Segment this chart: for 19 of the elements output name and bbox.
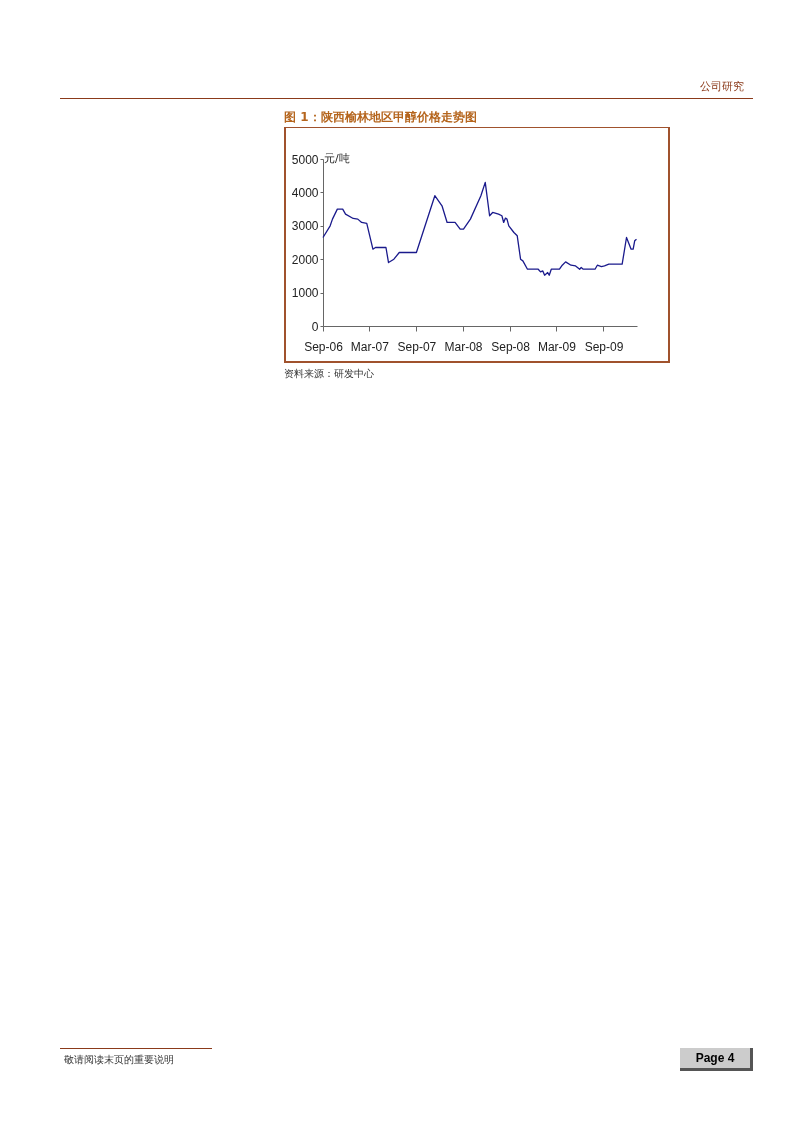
x-tick-label: Mar-09 xyxy=(537,339,577,354)
x-tick-label: Sep-09 xyxy=(584,339,624,354)
y-tick-label: 4000 xyxy=(291,185,319,200)
y-tick-label: 2000 xyxy=(291,252,319,267)
text: 资料来源：研发中心 xyxy=(284,367,374,381)
line-series xyxy=(322,181,638,276)
y-tick-label: 1000 xyxy=(291,286,319,301)
chart-title: 图 1：陕西榆林地区甲醇价格走势图 xyxy=(284,109,477,126)
text: 敬请阅读末页的重要说明 xyxy=(64,1053,174,1067)
x-tick-label: Mar-08 xyxy=(444,339,483,354)
x-tick-label: Sep-07 xyxy=(397,339,437,354)
y-tick-label: 0 xyxy=(311,319,319,334)
y-tick-label: 5000 xyxy=(291,152,319,167)
y-axis-title: 元/吨 xyxy=(324,152,350,165)
x-tick-label: Sep-08 xyxy=(491,339,531,354)
x-tick-label: Mar-07 xyxy=(350,339,390,354)
y-tick-label: 3000 xyxy=(291,219,319,234)
text: 公司研究 xyxy=(700,79,744,94)
x-tick-label: Sep-06 xyxy=(304,339,344,354)
